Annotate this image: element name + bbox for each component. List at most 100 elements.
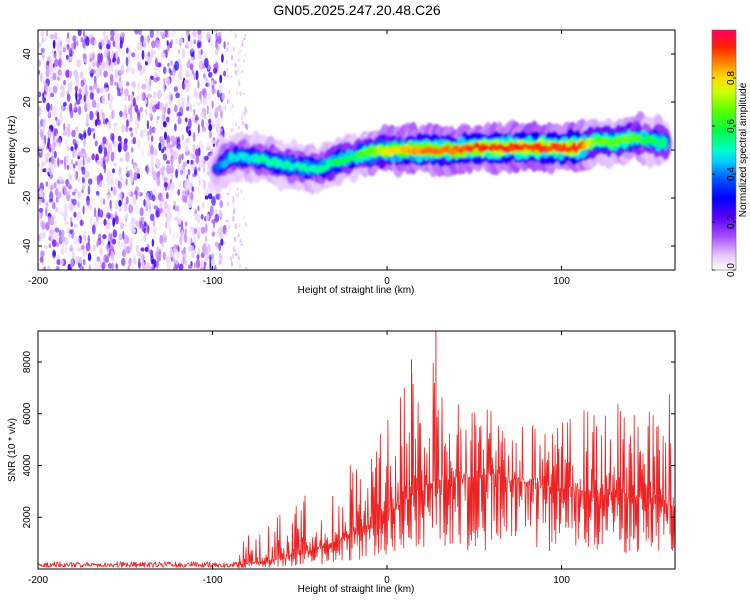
noise-blob: [169, 145, 173, 154]
noise-blob: [38, 199, 42, 206]
noise-blob: [113, 263, 116, 268]
noise-blob: [85, 171, 90, 179]
noise-blob: [79, 153, 84, 158]
y-tick-label: 40: [22, 48, 33, 60]
noise-blob: [214, 48, 219, 56]
noise-blob: [243, 59, 245, 64]
noise-blob: [109, 93, 113, 104]
noise-blob: [73, 211, 77, 218]
noise-blob: [137, 139, 141, 150]
noise-blob: [99, 209, 104, 218]
noise-blob: [112, 168, 115, 174]
noise-blob: [169, 229, 172, 235]
noise-blob: [171, 30, 176, 38]
noise-blob: [103, 254, 108, 263]
noise-blob: [138, 190, 141, 197]
noise-blob: [149, 125, 152, 136]
noise-blob: [133, 253, 136, 262]
noise-blob: [77, 105, 82, 116]
noise-blob: [69, 184, 73, 190]
noise-blob: [219, 194, 222, 200]
noise-blob: [74, 126, 79, 132]
noise-blob: [245, 124, 249, 130]
noise-blob: [47, 128, 52, 139]
noise-blob: [203, 50, 207, 58]
noise-blob: [165, 221, 168, 229]
noise-blob: [51, 239, 57, 248]
noise-blob: [75, 71, 78, 78]
noise-blob: [190, 159, 194, 165]
noise-blob: [38, 124, 42, 131]
noise-blob: [92, 61, 96, 67]
noise-blob: [234, 35, 238, 40]
noise-blob: [181, 134, 184, 141]
noise-blob: [197, 30, 202, 36]
noise-blob: [156, 170, 161, 179]
noise-blob: [242, 120, 245, 126]
noise-blob: [151, 238, 155, 247]
noise-blob: [107, 222, 111, 230]
noise-blob: [53, 52, 57, 59]
noise-blob: [161, 239, 164, 250]
noise-blob: [77, 165, 81, 172]
noise-blob: [181, 229, 184, 240]
noise-blob: [189, 39, 193, 47]
noise-blob: [230, 75, 233, 79]
noise-blob: [110, 30, 115, 38]
noise-blob: [125, 151, 130, 163]
noise-blob: [208, 118, 212, 125]
x-tick-label: 100: [553, 276, 570, 287]
noise-blob: [125, 81, 130, 87]
noise-blob: [167, 62, 170, 67]
noise-blob: [39, 128, 44, 138]
noise-blob: [240, 115, 243, 121]
noise-blob: [211, 231, 216, 237]
noise-blob: [174, 258, 179, 265]
noise-blob: [175, 136, 178, 145]
noise-blob: [182, 164, 185, 171]
noise-blob: [148, 190, 154, 201]
noise-blob: [69, 229, 73, 235]
noise-blob: [47, 265, 51, 270]
noise-blob: [213, 80, 217, 85]
noise-blob: [208, 130, 212, 139]
noise-blob: [221, 93, 226, 100]
noise-blob: [88, 178, 93, 185]
noise-blob: [175, 169, 179, 179]
noise-blob: [64, 210, 68, 218]
noise-blob: [173, 265, 178, 270]
noise-blob: [155, 260, 159, 269]
noise-blob: [211, 139, 217, 144]
noise-blob: [137, 82, 141, 94]
noise-blob: [202, 243, 207, 254]
noise-blob: [155, 250, 160, 260]
noise-blob: [160, 136, 165, 142]
noise-blob: [238, 263, 242, 269]
noise-blob: [232, 103, 234, 109]
spectrogram-x-label: Height of straight line (km): [298, 285, 415, 296]
noise-blob: [104, 87, 109, 93]
noise-blob: [198, 176, 201, 186]
noise-blob: [111, 110, 114, 119]
noise-blob: [210, 258, 215, 268]
noise-blob: [185, 30, 190, 37]
y-tick-label: -40: [22, 238, 33, 253]
noise-blob: [118, 233, 123, 241]
noise-blob: [140, 247, 145, 252]
noise-blob: [170, 93, 173, 102]
noise-blob: [141, 65, 146, 74]
noise-blob: [80, 166, 84, 171]
noise-blob: [74, 143, 78, 150]
noise-blob: [57, 36, 62, 45]
noise-blob: [218, 37, 222, 45]
noise-blob: [140, 35, 144, 43]
noise-blob: [75, 90, 78, 101]
noise-blob: [45, 168, 50, 173]
noise-blob: [166, 160, 170, 165]
noise-blob: [49, 61, 53, 69]
noise-blob: [45, 78, 50, 87]
noise-blob: [68, 70, 72, 79]
noise-blob: [65, 54, 69, 60]
noise-blob: [164, 85, 167, 90]
noise-blob: [56, 133, 59, 142]
